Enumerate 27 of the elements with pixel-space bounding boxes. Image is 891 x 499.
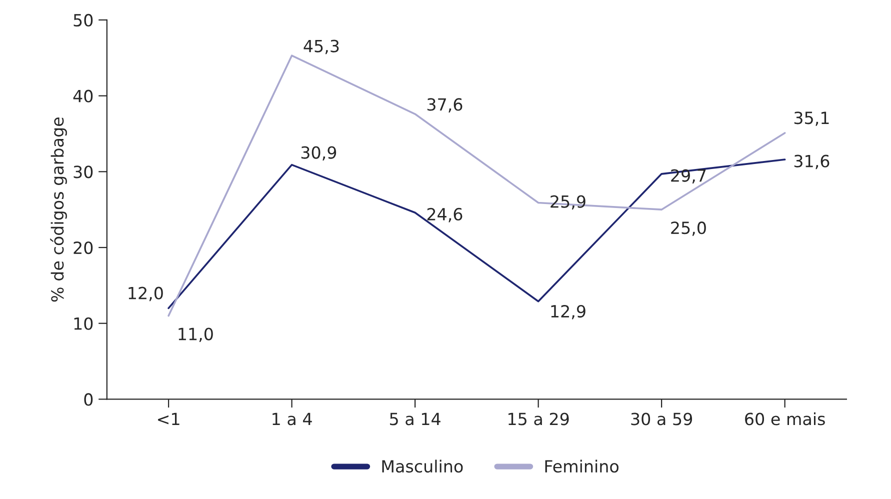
y-axis-title: % de códigos garbage — [50, 118, 67, 302]
data-label: 12,9 — [551, 304, 586, 320]
data-label: 12,0 — [128, 286, 163, 302]
data-label: 37,6 — [427, 98, 462, 112]
data-label: 11,0 — [178, 328, 213, 342]
data-label: 35,1 — [794, 112, 829, 126]
data-label: 45,3 — [304, 40, 339, 54]
x-tick-label: 30 a 59 — [631, 412, 692, 426]
x-tick-label: 60 e mais — [745, 412, 825, 426]
x-tick-label: 5 a 14 — [390, 412, 440, 426]
legend-label: Masculino — [382, 460, 463, 473]
data-label: 30,9 — [301, 146, 336, 161]
data-label: 29,7 — [671, 169, 706, 184]
y-tick-label: 20 — [74, 241, 93, 254]
legend-label: Feminino — [545, 460, 618, 473]
data-label: 25,0 — [671, 222, 706, 236]
y-tick-label: 50 — [74, 14, 93, 27]
y-tick-label: 10 — [74, 317, 93, 330]
y-tick-label: 30 — [74, 166, 93, 178]
y-tick-label: 0 — [84, 393, 93, 406]
x-tick-label: <1 — [158, 412, 180, 426]
data-label: 31,6 — [794, 154, 830, 170]
x-tick-label: 1 a 4 — [272, 412, 312, 426]
data-label: 25,9 — [550, 195, 586, 210]
data-label: 24,6 — [427, 208, 462, 222]
y-tick-label: 40 — [73, 90, 93, 102]
x-tick-label: 15 a 29 — [508, 412, 569, 426]
